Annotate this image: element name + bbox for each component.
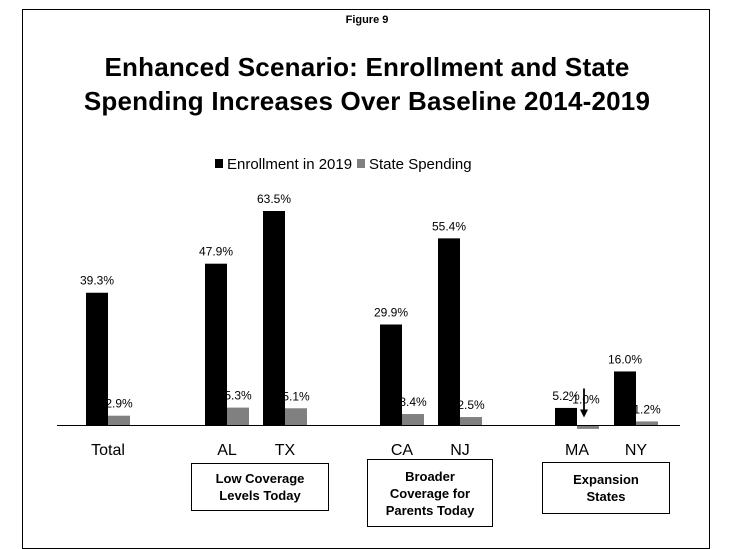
data-label-enrollment-in-2019-total: 39.3%	[80, 274, 114, 288]
data-label-enrollment-in-2019-ny: 16.0%	[608, 352, 642, 366]
x-tick-label-ma: MA	[565, 442, 589, 459]
data-label-state-spending-al: 5.3%	[224, 389, 252, 403]
data-label-state-spending-ny: 1.2%	[633, 402, 661, 416]
data-label-enrollment-in-2019-ma: 5.2%	[552, 389, 580, 403]
legend-swatch-enrollment-in-2019	[215, 159, 223, 168]
data-label-enrollment-in-2019-tx: 63.5%	[257, 192, 291, 206]
x-tick-label-al: AL	[217, 442, 237, 459]
x-tick-label-total: Total	[91, 442, 125, 459]
figure-label: Figure 9	[345, 14, 389, 26]
bar-enrollment-in-2019-tx	[263, 211, 285, 426]
x-tick-label-ny: NY	[625, 442, 648, 459]
annotation-arrowhead	[580, 409, 588, 418]
data-label-state-spending-ca: 3.4%	[399, 395, 427, 409]
x-tick-label-ca: CA	[391, 442, 414, 459]
bar-enrollment-in-2019-nj	[438, 238, 460, 426]
bar-enrollment-in-2019-ny	[614, 371, 636, 426]
bar-state-spending-tx	[285, 408, 307, 426]
bar-state-spending-ca	[402, 414, 424, 426]
bar-state-spending-ma	[577, 425, 599, 429]
legend-label-enrollment-in-2019: Enrollment in 2019	[227, 156, 352, 173]
group-label-broader-coverage: Broader Coverage for Parents Today	[367, 459, 493, 527]
legend-label-state-spending: State Spending	[369, 156, 472, 173]
bar-enrollment-in-2019-ca	[380, 324, 402, 426]
bar-enrollment-in-2019-ma	[555, 407, 577, 426]
group-label-low-coverage: Low Coverage Levels Today	[191, 463, 329, 511]
data-label-enrollment-in-2019-nj: 55.4%	[432, 219, 466, 233]
group-label-expansion-states: Expansion States	[542, 462, 670, 514]
bar-state-spending-ny	[636, 421, 658, 426]
chart-title-line-1: Enhanced Scenario: Enrollment and State	[104, 52, 630, 82]
bar-state-spending-total	[108, 415, 130, 426]
bar-enrollment-in-2019-al	[205, 263, 227, 426]
chart-title-line-2: Spending Increases Over Baseline 2014-20…	[83, 86, 651, 116]
data-label-enrollment-in-2019-al: 47.9%	[199, 245, 233, 259]
bar-enrollment-in-2019-total	[86, 292, 108, 426]
x-tick-label-tx: TX	[275, 442, 296, 459]
data-label-state-spending-total: 2.9%	[105, 397, 133, 411]
bar-state-spending-al	[227, 407, 249, 426]
data-label-state-spending-tx: 5.1%	[282, 389, 310, 403]
legend-swatch-state-spending	[357, 159, 365, 168]
data-label-state-spending-nj: 2.5%	[457, 398, 485, 412]
x-tick-label-nj: NJ	[450, 442, 470, 459]
bar-state-spending-nj	[460, 417, 482, 426]
data-label-enrollment-in-2019-ca: 29.9%	[374, 305, 408, 319]
